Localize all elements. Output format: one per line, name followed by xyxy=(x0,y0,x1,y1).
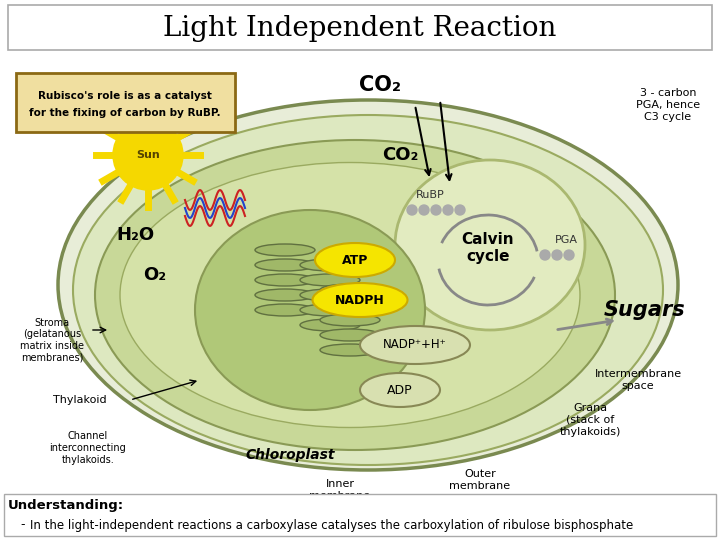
Ellipse shape xyxy=(255,244,315,256)
Ellipse shape xyxy=(320,299,380,311)
Text: ATP: ATP xyxy=(342,253,368,267)
Ellipse shape xyxy=(395,160,585,330)
Ellipse shape xyxy=(300,304,360,316)
FancyBboxPatch shape xyxy=(8,5,712,50)
Ellipse shape xyxy=(360,373,440,407)
Circle shape xyxy=(113,120,183,190)
Text: CO₂: CO₂ xyxy=(359,75,401,95)
Ellipse shape xyxy=(73,115,663,465)
FancyBboxPatch shape xyxy=(16,73,235,132)
Ellipse shape xyxy=(255,274,315,286)
Text: Rubisco's role is as a catalyst: Rubisco's role is as a catalyst xyxy=(38,91,212,101)
Ellipse shape xyxy=(315,243,395,277)
Ellipse shape xyxy=(320,344,380,356)
Text: NADP⁺+H⁺: NADP⁺+H⁺ xyxy=(383,339,447,352)
Text: Grana
(stack of
thylakoids): Grana (stack of thylakoids) xyxy=(559,403,621,437)
Ellipse shape xyxy=(320,314,380,326)
Text: Chloroplast: Chloroplast xyxy=(246,448,335,462)
Bar xyxy=(8,52,712,482)
Ellipse shape xyxy=(320,329,380,341)
Circle shape xyxy=(419,205,429,215)
Ellipse shape xyxy=(320,284,380,296)
Ellipse shape xyxy=(300,259,360,271)
Ellipse shape xyxy=(195,210,425,410)
Text: Thylakoid: Thylakoid xyxy=(53,395,107,405)
Text: RuBP: RuBP xyxy=(415,190,444,200)
Text: Intermembrane
space: Intermembrane space xyxy=(595,369,682,391)
Ellipse shape xyxy=(255,304,315,316)
Circle shape xyxy=(431,205,441,215)
Text: Stroma
(gelatanous
matrix inside
membranes): Stroma (gelatanous matrix inside membran… xyxy=(20,318,84,362)
Circle shape xyxy=(552,250,562,260)
Circle shape xyxy=(407,205,417,215)
Text: Sugars: Sugars xyxy=(604,300,686,320)
Text: -: - xyxy=(20,518,24,531)
Text: for the fixing of carbon by RuBP.: for the fixing of carbon by RuBP. xyxy=(30,108,221,118)
Text: Light Independent Reaction: Light Independent Reaction xyxy=(163,15,557,42)
Ellipse shape xyxy=(95,140,615,450)
Text: O₂: O₂ xyxy=(143,266,166,284)
Circle shape xyxy=(564,250,574,260)
Ellipse shape xyxy=(360,326,470,364)
Circle shape xyxy=(455,205,465,215)
Text: Calvin
cycle: Calvin cycle xyxy=(462,232,514,264)
Text: Inner
membrane: Inner membrane xyxy=(310,479,371,501)
Ellipse shape xyxy=(120,163,580,428)
Text: H₂O: H₂O xyxy=(116,226,154,244)
Text: NADPH: NADPH xyxy=(335,294,385,307)
Ellipse shape xyxy=(300,289,360,301)
Text: Understanding:: Understanding: xyxy=(8,498,124,511)
Text: ADP: ADP xyxy=(387,383,413,396)
FancyBboxPatch shape xyxy=(4,494,716,536)
Ellipse shape xyxy=(300,274,360,286)
Text: 3 - carbon
PGA, hence
C3 cycle: 3 - carbon PGA, hence C3 cycle xyxy=(636,89,700,122)
Text: PGA: PGA xyxy=(555,235,578,245)
Circle shape xyxy=(540,250,550,260)
Ellipse shape xyxy=(58,100,678,470)
Text: Channel
interconnecting
thylakoids.: Channel interconnecting thylakoids. xyxy=(50,431,127,464)
Ellipse shape xyxy=(255,259,315,271)
Ellipse shape xyxy=(312,283,408,317)
Text: In the light-independent reactions a carboxylase catalyses the carboxylation of : In the light-independent reactions a car… xyxy=(30,518,634,531)
Circle shape xyxy=(443,205,453,215)
Ellipse shape xyxy=(300,319,360,331)
Text: CO₂: CO₂ xyxy=(382,146,418,164)
Ellipse shape xyxy=(255,289,315,301)
Text: Sun: Sun xyxy=(136,150,160,160)
Text: Outer
membrane: Outer membrane xyxy=(449,469,510,491)
